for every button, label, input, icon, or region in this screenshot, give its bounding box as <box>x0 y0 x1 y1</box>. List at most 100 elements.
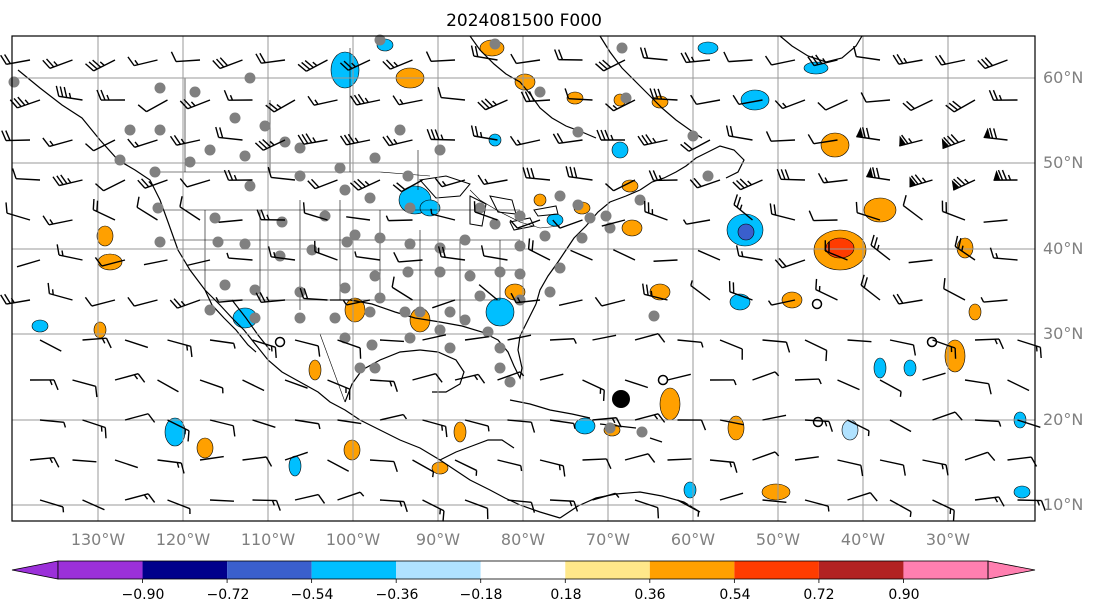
station-dot <box>249 312 261 324</box>
wind-barb <box>507 419 536 433</box>
station-dot <box>364 192 376 204</box>
lon-label: 30°W <box>926 530 970 549</box>
station-dot <box>294 286 306 298</box>
wind-barb <box>137 99 168 113</box>
wind-barb <box>478 284 498 301</box>
wind-barb <box>94 256 126 267</box>
wind-barb <box>595 59 626 72</box>
station-dot <box>504 376 516 388</box>
wind-barb <box>643 200 668 221</box>
contour-blob <box>453 421 467 443</box>
station-dot <box>494 342 506 354</box>
wind-barb <box>974 419 1002 427</box>
colorbar-segment <box>480 561 566 579</box>
wind-barb <box>215 126 243 141</box>
station-dot <box>114 154 126 166</box>
wind-barb <box>697 249 721 261</box>
wind-barb <box>127 56 158 67</box>
station-markers <box>8 34 938 438</box>
wind-barb <box>807 134 838 145</box>
contour-blob <box>697 41 719 55</box>
wind-barb <box>302 202 328 221</box>
wind-barb <box>592 334 617 341</box>
wind-barb <box>392 95 423 106</box>
station-dot <box>154 124 166 136</box>
wind-barb <box>522 167 551 181</box>
wind-barb <box>215 297 243 303</box>
coastline-path <box>649 437 663 443</box>
contour-blob <box>761 483 791 501</box>
station-dot <box>152 202 164 214</box>
wind-barb <box>941 200 966 221</box>
wind-barb <box>497 459 523 472</box>
wind-barb <box>507 334 532 341</box>
wind-barb <box>682 219 711 225</box>
wind-barb <box>892 54 923 65</box>
wind-barb <box>1017 339 1042 359</box>
wind-barb <box>299 287 328 301</box>
wind-barb <box>337 339 362 359</box>
wind-barb <box>307 95 338 106</box>
station-dot <box>124 124 136 136</box>
contour-blob <box>1013 485 1031 499</box>
colorbar-extend-min <box>11 560 59 580</box>
calm-marker <box>812 416 824 428</box>
wind-barb <box>719 339 743 360</box>
station-dot <box>259 120 271 132</box>
station-dot <box>434 144 446 156</box>
wind-barb <box>732 178 763 191</box>
storm-center-marker <box>612 390 630 408</box>
station-dot <box>572 126 584 138</box>
colorbar-segment <box>565 561 650 579</box>
contour-blob <box>863 197 897 223</box>
wind-barb <box>605 179 636 192</box>
longitude-axis: 130°W 120°W 110°W 100°W 90°W 80°W 70°W 6… <box>71 530 970 549</box>
wind-barb <box>72 459 97 463</box>
station-dot <box>414 306 426 318</box>
wind-barb <box>762 339 791 353</box>
station-dot <box>648 310 660 322</box>
wind-barb <box>594 296 626 307</box>
wind-barb <box>412 459 435 478</box>
colorbar-tick-label: −0.72 <box>207 587 250 603</box>
station-dot <box>687 130 699 142</box>
wind-barb <box>601 219 626 227</box>
station-dot <box>374 232 386 244</box>
coastline-path <box>599 35 703 139</box>
wind-barb <box>55 85 83 101</box>
wind-barb <box>52 174 83 187</box>
wind-barb <box>1007 456 1038 467</box>
station-dot <box>459 234 471 246</box>
wind-barb <box>84 296 116 307</box>
wind-barb <box>226 252 253 261</box>
wind-barb <box>902 99 933 112</box>
wind-barb <box>680 52 711 64</box>
wind-barb <box>392 179 423 193</box>
wind-barb <box>719 419 744 426</box>
wind-barb <box>157 379 179 393</box>
wind-barb <box>464 499 489 520</box>
colorbar-outline <box>57 560 989 580</box>
wind-barb <box>605 99 636 112</box>
station-dot <box>634 194 646 206</box>
wind-barb <box>951 176 976 191</box>
contour-blob <box>649 283 671 301</box>
station-dot <box>394 124 406 136</box>
wind-barb <box>892 293 923 305</box>
lon-label: 110°W <box>241 530 296 549</box>
wind-barb <box>634 499 660 519</box>
station-dot <box>204 304 216 316</box>
wind-barb <box>342 299 371 306</box>
wind-barb <box>565 166 593 181</box>
wind-barb <box>639 47 668 61</box>
wind-barb <box>837 459 864 477</box>
contour-blob <box>873 357 887 379</box>
lon-label: 130°W <box>71 530 126 549</box>
station-dot <box>514 268 526 280</box>
wind-barb <box>369 459 398 473</box>
wind-barb <box>42 58 73 69</box>
colorbar-tick-label: 0.72 <box>803 587 834 603</box>
wind-barb <box>855 201 881 221</box>
contour-blob <box>659 387 681 421</box>
wind-barb <box>592 492 620 501</box>
